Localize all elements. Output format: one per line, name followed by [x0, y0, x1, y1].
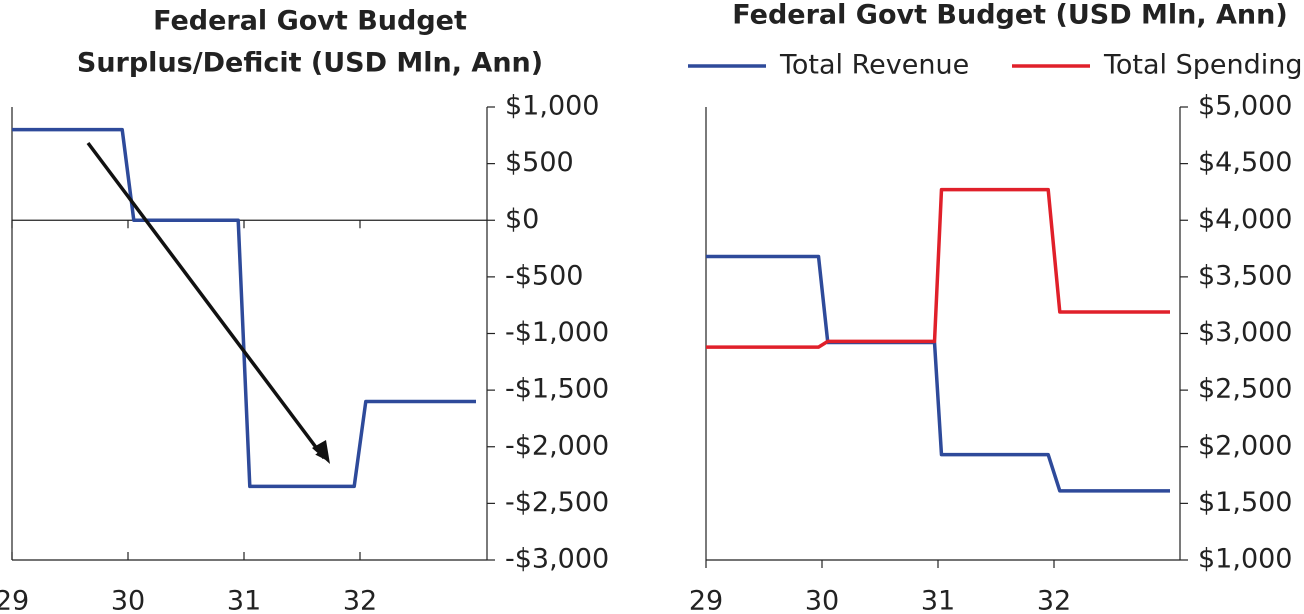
series-line — [706, 254, 1170, 493]
series-line — [706, 187, 1170, 349]
y-tick-label: -$3,000 — [505, 544, 609, 575]
trend-arrow — [86, 141, 326, 460]
arrow-head — [312, 440, 330, 464]
x-tick-label: 31 — [227, 586, 261, 614]
x-tick-label: 32 — [343, 586, 377, 614]
y-tick-label: $4,500 — [1198, 147, 1292, 178]
y-tick-label: $1,000 — [505, 91, 599, 122]
x-tick-label: 32 — [1037, 586, 1071, 614]
y-tick-label: -$1,000 — [505, 317, 609, 348]
y-tick-label: $5,000 — [1198, 91, 1292, 122]
x-tick-label: 30 — [111, 586, 145, 614]
y-tick-label: $4,000 — [1198, 204, 1292, 235]
y-tick-label: $1,500 — [1198, 487, 1292, 518]
y-tick-label: $3,000 — [1198, 317, 1292, 348]
chart-title: Federal Govt Budget — [153, 6, 467, 37]
x-tick-label: 29 — [689, 586, 723, 614]
y-tick-label: -$500 — [505, 260, 583, 291]
y-tick-label: -$2,000 — [505, 430, 609, 461]
y-tick-label: $500 — [505, 147, 574, 178]
y-tick-label: $2,000 — [1198, 430, 1292, 461]
chart-title: Surplus/Deficit (USD Mln, Ann) — [77, 48, 543, 79]
y-tick-label: $2,500 — [1198, 374, 1292, 405]
y-tick-label: -$1,500 — [505, 374, 609, 405]
x-tick-label: 31 — [921, 586, 955, 614]
y-tick-label: $3,500 — [1198, 260, 1292, 291]
y-tick-label: $1,000 — [1198, 544, 1292, 575]
x-tick-label: 30 — [805, 586, 839, 614]
y-tick-label: $0 — [505, 204, 539, 235]
y-tick-label: -$2,500 — [505, 487, 609, 518]
legend-label: Total Revenue — [779, 50, 969, 81]
x-tick-label: 29 — [0, 586, 29, 614]
series-line — [12, 127, 476, 489]
legend-label: Total Spending — [1103, 50, 1303, 81]
chart-title: Federal Govt Budget (USD Mln, Ann) — [732, 0, 1287, 31]
